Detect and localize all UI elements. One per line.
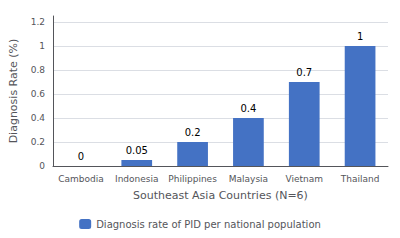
svg-text:Vietnam: Vietnam [285, 174, 323, 184]
svg-text:0.2: 0.2 [185, 127, 201, 138]
svg-text:0.2: 0.2 [31, 137, 45, 147]
svg-text:0.4: 0.4 [31, 113, 46, 123]
svg-text:Thailand: Thailand [340, 174, 380, 184]
svg-text:Philippines: Philippines [168, 174, 217, 184]
svg-text:0.4: 0.4 [240, 103, 256, 114]
svg-text:0.6: 0.6 [31, 89, 46, 99]
svg-text:0.7: 0.7 [296, 67, 312, 78]
svg-text:0.8: 0.8 [31, 65, 46, 75]
svg-text:1.2: 1.2 [31, 17, 45, 27]
svg-text:Diagnosis Rate (%): Diagnosis Rate (%) [7, 39, 20, 144]
svg-text:0.05: 0.05 [126, 145, 148, 156]
svg-text:Malaysia: Malaysia [229, 174, 268, 184]
svg-text:Southeast Asia Countries (N=6): Southeast Asia Countries (N=6) [133, 189, 308, 202]
svg-text:1: 1 [357, 31, 363, 42]
svg-text:Cambodia: Cambodia [58, 174, 104, 184]
svg-text:1: 1 [39, 41, 45, 51]
svg-text:0: 0 [39, 161, 45, 171]
svg-text:Indonesia: Indonesia [115, 174, 159, 184]
svg-text:Diagnosis rate of PID per nati: Diagnosis rate of PID per national popul… [96, 219, 321, 230]
svg-text:0: 0 [78, 151, 84, 162]
